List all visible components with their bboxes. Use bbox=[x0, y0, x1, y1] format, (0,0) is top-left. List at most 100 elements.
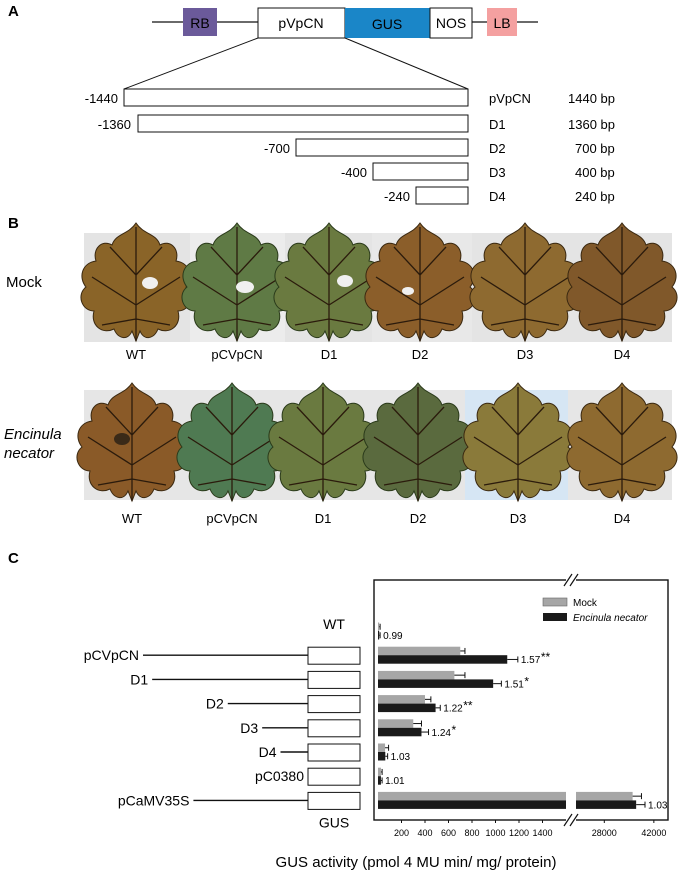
construct-map: RB pVpCN GUS NOS LB bbox=[123, 7, 538, 90]
bar-mock bbox=[378, 622, 380, 631]
x-tick-label: 28000 bbox=[592, 828, 617, 838]
construct-name: D2 bbox=[206, 696, 224, 712]
x-tick-label: 400 bbox=[417, 828, 432, 838]
leaf-photo-wt-pathogen bbox=[76, 382, 188, 502]
leaf-label: WT bbox=[126, 347, 146, 362]
bar-mock bbox=[378, 791, 566, 801]
fragment-bar-pvpcn bbox=[123, 88, 469, 107]
bar-encinula-necator bbox=[378, 703, 436, 713]
fold-change-label: 1.22 bbox=[443, 704, 463, 715]
construct-name: D4 bbox=[259, 744, 277, 760]
bar-mock bbox=[378, 719, 414, 728]
leaf-label: WT bbox=[122, 511, 142, 526]
deletion-fragments: -1440 pVpCN 1440 bp -1360 D1 1360 bp -70… bbox=[85, 88, 615, 205]
bar-encinula-necator bbox=[378, 727, 422, 737]
leaf-label: D2 bbox=[410, 511, 427, 526]
construct-name: pC0380 bbox=[255, 768, 304, 784]
fragment-start-label: -700 bbox=[264, 141, 290, 156]
legend-label-mock: Mock bbox=[573, 598, 598, 609]
lb-label: LB bbox=[493, 15, 510, 31]
panel-b-letter: B bbox=[8, 215, 19, 232]
fragment-name: D1 bbox=[489, 117, 506, 132]
x-tick-label: 1200 bbox=[509, 828, 529, 838]
zoom-line-right bbox=[344, 37, 469, 90]
bar-encinula-necator bbox=[378, 655, 508, 664]
significance-mark: ** bbox=[541, 650, 551, 664]
fold-change-label: 1.57 bbox=[521, 655, 541, 666]
bar-mock bbox=[378, 646, 461, 656]
rb-label: RB bbox=[190, 15, 209, 31]
condition-label-pathogen-line2: necator bbox=[4, 445, 55, 462]
gus-reporter-box bbox=[307, 719, 361, 738]
fragment-name: pVpCN bbox=[489, 91, 531, 106]
gus-reporter-box bbox=[307, 670, 361, 689]
construct-name: pCaMV35S bbox=[118, 792, 190, 808]
gus-box-label: GUS bbox=[319, 814, 349, 830]
fragment-start-label: -400 bbox=[341, 165, 367, 180]
leaf-photo-pcvpcn-mock bbox=[181, 222, 293, 342]
gus-box bbox=[345, 8, 430, 38]
fragment-bar-d4 bbox=[415, 186, 469, 205]
x-tick-label: 1400 bbox=[532, 828, 552, 838]
fragment-size: 1440 bp bbox=[568, 91, 615, 106]
significance-mark: * bbox=[524, 674, 529, 688]
nos-label: NOS bbox=[436, 15, 466, 31]
fragment-bar-d2 bbox=[295, 138, 469, 157]
rb-box bbox=[183, 8, 217, 36]
leaf-label: D1 bbox=[315, 511, 332, 526]
fragment-bar-d1 bbox=[137, 114, 469, 133]
fold-change-label: 1.01 bbox=[385, 776, 405, 787]
legend: Mock Encinula necator bbox=[542, 597, 648, 624]
leaf-label: pCVpCN bbox=[206, 511, 257, 526]
gus-reporter-box bbox=[307, 743, 361, 762]
bar-encinula-necator-continued bbox=[576, 800, 637, 809]
construct-name: pCVpCN bbox=[84, 647, 139, 663]
fold-change-label: 1.03 bbox=[648, 800, 668, 811]
bar-mock bbox=[378, 767, 381, 777]
significance-mark: * bbox=[452, 723, 457, 737]
condition-label-mock: Mock bbox=[6, 274, 42, 291]
legend-swatch-pathogen bbox=[543, 613, 567, 621]
fragment-size: 400 bp bbox=[575, 165, 615, 180]
leaf-label: D3 bbox=[510, 511, 527, 526]
fold-change-label: 1.03 bbox=[391, 752, 411, 763]
leaf-label: pCVpCN bbox=[211, 347, 262, 362]
fold-change-label: 1.24 bbox=[432, 728, 452, 739]
bar-mock-continued bbox=[576, 791, 633, 801]
fragment-size: 240 bp bbox=[575, 189, 615, 204]
fragment-name: D3 bbox=[489, 165, 506, 180]
gus-activity-chart: 0.991.57 **1.51 *1.22 **1.24 *1.031.011.03 2… bbox=[373, 573, 669, 838]
panel-a-letter: A bbox=[8, 3, 19, 20]
leaf-label: D2 bbox=[412, 347, 429, 362]
fragment-start-label: -1440 bbox=[85, 91, 118, 106]
leaf-photo-d2-mock bbox=[364, 222, 476, 342]
construct-name: D3 bbox=[240, 720, 258, 736]
leaf-label: D1 bbox=[321, 347, 338, 362]
leaf-photo-wt-mock bbox=[80, 222, 192, 342]
leaf-photo-d1-mock bbox=[273, 222, 385, 342]
lb-box bbox=[487, 8, 517, 36]
gus-label: GUS bbox=[372, 16, 402, 32]
chart-bars: 0.991.57 **1.51 *1.22 **1.24 *1.031.011.03 bbox=[378, 622, 668, 811]
x-tick-label: 600 bbox=[441, 828, 456, 838]
bar-encinula-necator bbox=[378, 800, 566, 809]
condition-label-pathogen: Encinula bbox=[4, 426, 62, 443]
significance-mark: ** bbox=[463, 699, 473, 713]
bar-encinula-necator bbox=[378, 752, 386, 761]
promoter-label: pVpCN bbox=[278, 15, 323, 31]
fold-change-label: 0.99 bbox=[383, 631, 403, 642]
bar-encinula-necator bbox=[378, 631, 380, 640]
bar-mock bbox=[378, 743, 386, 752]
x-axis-ticks: 200 400 600 800 1000 1200 1400 28000 42000 bbox=[394, 820, 666, 838]
fragment-name: D4 bbox=[489, 189, 506, 204]
fragment-start-label: -240 bbox=[384, 189, 410, 204]
axis-break-top bbox=[563, 573, 579, 587]
legend-label-pathogen: Encinula necator bbox=[573, 613, 648, 624]
leaf-label: D3 bbox=[517, 347, 534, 362]
panel-b: B Mock WT pCVpCN D1 D2 D3 D4 Encinula ne… bbox=[4, 215, 678, 526]
x-tick-label: 1000 bbox=[485, 828, 505, 838]
plot-frame bbox=[373, 579, 669, 821]
fragment-start-label: -1360 bbox=[98, 117, 131, 132]
